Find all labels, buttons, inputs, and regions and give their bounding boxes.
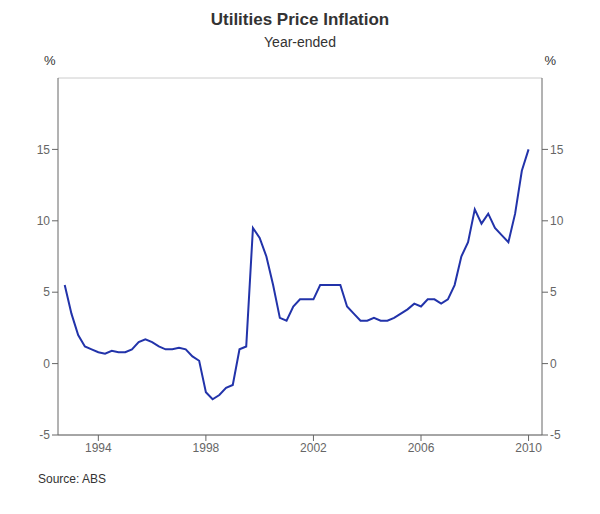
svg-text:-5: -5 — [550, 428, 561, 442]
html-text:Year-ended: Year-ended — [264, 34, 336, 50]
svg-text:0: 0 — [43, 357, 50, 371]
svg-text:10: 10 — [37, 214, 51, 228]
svg-text:1998: 1998 — [193, 441, 220, 455]
svg-text:2006: 2006 — [408, 441, 435, 455]
svg-text:2010: 2010 — [515, 441, 542, 455]
svg-text:15: 15 — [550, 143, 564, 157]
svg-text:10: 10 — [550, 214, 564, 228]
svg-text:-5: -5 — [39, 428, 50, 442]
html-text:Source: ABS: Source: ABS — [38, 472, 106, 486]
svg-text:0: 0 — [550, 357, 557, 371]
svg-text:1994: 1994 — [85, 441, 112, 455]
html-text:Utilities Price Inflation: Utilities Price Inflation — [210, 10, 390, 29]
svg-text:5: 5 — [550, 285, 557, 299]
svg-text:2002: 2002 — [300, 441, 327, 455]
svg-text:15: 15 — [37, 143, 51, 157]
svg-text:5: 5 — [43, 285, 50, 299]
